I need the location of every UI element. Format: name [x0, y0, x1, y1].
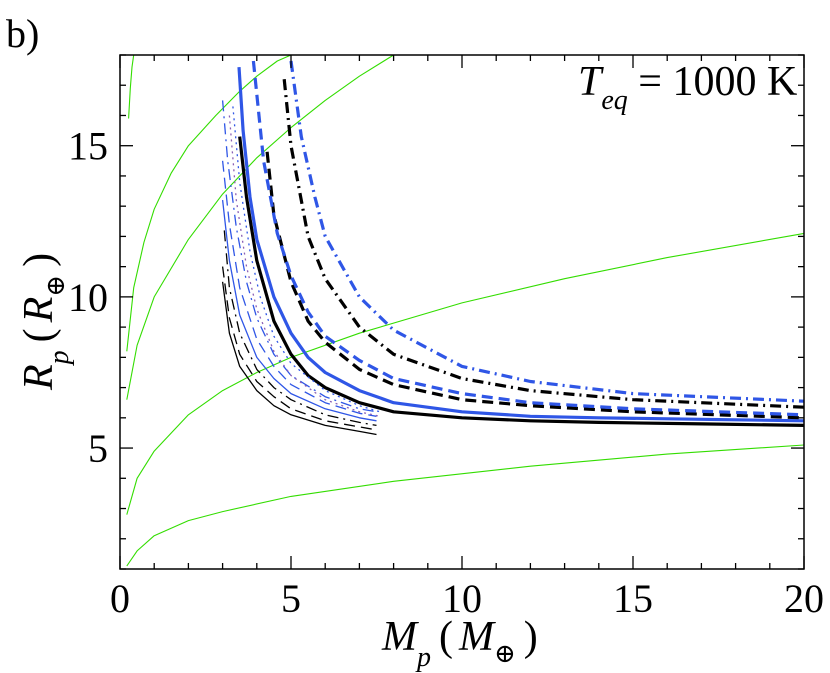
series-line-black-dashdot-thin [223, 230, 377, 427]
x-tick-label-0: 0 [110, 576, 130, 621]
series-line-blue-solid-thin [221, 200, 377, 422]
series-line-black-dash-thick [265, 151, 805, 420]
series-line-blue-solid-thick [237, 66, 805, 423]
panel-label: b) [6, 11, 39, 56]
y-tick-label-5: 5 [88, 426, 108, 471]
x-axis-unit-symbol: M [458, 614, 496, 660]
annotation-subscript: eq [601, 85, 627, 116]
series-line-black-dashdot-thick [282, 79, 805, 409]
series-line-green-2 [126, 54, 292, 352]
series-line-blue-dashdot-thin [221, 100, 377, 413]
x-axis-symbol: M [381, 614, 419, 660]
y-tick-label-10: 10 [68, 275, 108, 320]
annotation-teq: Teq = 1000 K [578, 59, 797, 116]
tick-labels: 0 5 10 15 20 5 10 15 [68, 124, 824, 621]
series-line-black-dash-thin [221, 266, 377, 431]
series-line-blue-dash-thin [221, 160, 377, 417]
series-line-green-3 [126, 54, 394, 400]
y-axis-subscript: p [44, 350, 75, 366]
series-layer [126, 54, 805, 567]
series-line-black-solid-thick [238, 136, 805, 427]
y-axis-unit-subscript: ⊕ [41, 275, 70, 297]
y-axis-unit-open: ( [16, 328, 62, 342]
series-line-green-4 [126, 232, 805, 515]
series-line-green-5 [126, 444, 805, 567]
x-axis-subscript: p [415, 642, 431, 673]
x-axis-unit-close: ) [524, 614, 538, 660]
x-tick-label-5: 5 [281, 576, 301, 621]
series-line-black-solid-thin [221, 281, 377, 436]
y-axis-symbol: R [16, 364, 62, 391]
y-axis-unit-close: ) [16, 253, 62, 267]
annotation-symbol: T [578, 59, 604, 105]
x-axis-unit-open: ( [439, 614, 453, 660]
x-tick-label-10: 10 [442, 576, 482, 621]
series-line-blue-dash-thick [251, 60, 805, 417]
x-tick-label-20: 20 [784, 576, 824, 621]
series-line-purple-dotted-thin [228, 115, 381, 417]
series-line-green-1 [128, 54, 135, 119]
x-axis-label: Mp(M⊕) [381, 614, 538, 673]
tick-marks [119, 54, 805, 570]
series-line-blue-dotted-thin [232, 106, 381, 413]
x-axis-unit-subscript: ⊕ [494, 639, 516, 668]
y-axis-unit-symbol: R [16, 297, 62, 324]
x-tick-label-15: 15 [613, 576, 653, 621]
y-tick-label-15: 15 [68, 124, 108, 169]
annotation-value: = 1000 K [628, 59, 798, 105]
plot-frame [119, 54, 805, 570]
series-line-blue-dashdot-thick [289, 60, 805, 403]
y-axis-label: Rp(R⊕) [16, 253, 75, 391]
